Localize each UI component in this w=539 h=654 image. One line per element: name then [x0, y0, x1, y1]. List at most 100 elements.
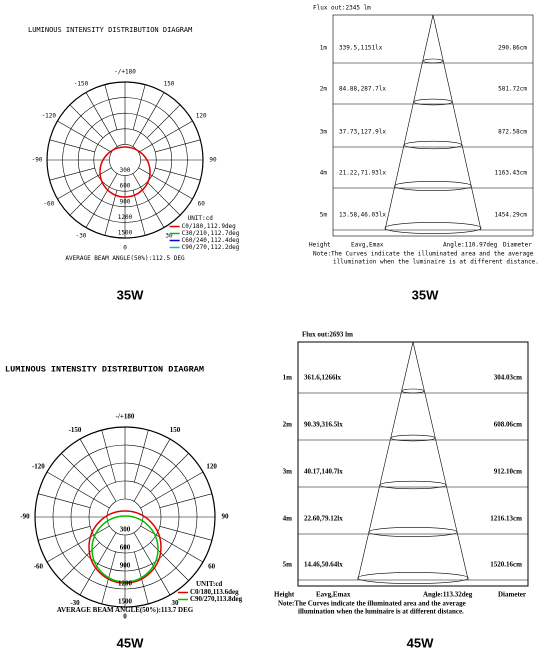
- polar-spoke: [57, 120, 112, 153]
- polar-spoke: [61, 453, 100, 492]
- angle-label: 90: [209, 157, 217, 164]
- angle-label: 30: [172, 599, 180, 607]
- radial-label: 900: [120, 198, 131, 205]
- polar-spoke: [155, 167, 201, 181]
- row-illuminance: 37.73,127.9lx: [339, 129, 386, 136]
- illuminated-area: [394, 181, 472, 192]
- angle-label: 0: [123, 613, 127, 621]
- polar-spoke: [46, 525, 110, 563]
- polar-spoke: [133, 532, 171, 596]
- note-text: Note:The Curves indicate the illuminated…: [313, 251, 534, 258]
- row-height: 4m: [283, 515, 293, 523]
- diagram-title: LUMINOUS INTENSITY DISTRIBUTION DIAGRAM: [5, 364, 204, 374]
- row-illuminance: 13.58,46.03lx: [339, 212, 386, 219]
- polar-spoke: [37, 526, 91, 541]
- angle-label: -60: [43, 201, 54, 208]
- legend-label: C0/180,113.6deg: [190, 588, 239, 596]
- distribution-curve: [99, 146, 151, 198]
- illuminated-area: [379, 480, 447, 490]
- illuminated-area: [368, 526, 458, 537]
- footer-label: Height: [309, 242, 331, 249]
- row-diameter: 304.03cm: [494, 374, 522, 382]
- beam-angle: AVERAGE BEAM ANGLE(50%):112.5 DEG: [65, 255, 185, 262]
- row-illuminance: 84.88,287.7lx: [339, 86, 386, 93]
- angle-label: 150: [164, 80, 175, 87]
- caption: 35W: [117, 287, 144, 302]
- cone-edge: [357, 341, 414, 581]
- footer-label: Angle:113.32deg: [423, 591, 473, 599]
- legend-label: C0/180,112.9deg: [182, 223, 237, 230]
- angle-label: 30: [165, 233, 173, 240]
- polar-spoke: [104, 190, 118, 236]
- row-height: 1m: [283, 374, 293, 382]
- angle-label: -90: [32, 157, 43, 164]
- row-diameter: 1216.13cm: [490, 515, 522, 523]
- row-illuminance: 21.22,71.93lx: [339, 170, 386, 177]
- legend-label: C90/270,112.2deg: [182, 244, 240, 251]
- polar-spoke: [132, 190, 146, 236]
- polar-spoke: [138, 120, 193, 153]
- angle-label: 0: [123, 245, 127, 252]
- illuminated-area: [401, 388, 425, 394]
- radial-label: 1200: [118, 580, 133, 588]
- polar-spoke: [61, 542, 100, 581]
- radial-label: 600: [120, 544, 131, 552]
- unit-label: UNIT:cd: [188, 215, 214, 222]
- row-diameter: 872.58cm: [498, 129, 527, 136]
- polar-spoke: [134, 429, 149, 483]
- footer-label: Angle:110.97deg: [443, 242, 498, 249]
- row-height: 5m: [283, 561, 293, 569]
- row-height: 1m: [320, 45, 328, 52]
- polar-spoke: [150, 542, 189, 581]
- angle-label: -60: [34, 563, 44, 571]
- radial-label: 900: [120, 562, 131, 570]
- polar-spoke: [150, 453, 189, 492]
- caption: 45W: [117, 635, 144, 650]
- illuminated-area: [357, 572, 469, 584]
- polar-spoke: [69, 181, 104, 216]
- illuminated-area: [403, 140, 463, 150]
- row-illuminance: 14.46,50.64lx: [304, 561, 343, 569]
- angle-label: 120: [206, 463, 217, 471]
- row-height: 5m: [320, 212, 328, 219]
- angle-label: -150: [69, 426, 82, 434]
- diagram-title: LUMINOUS INTENSITY DISTRIBUTION DIAGRAM: [28, 26, 192, 34]
- polar-spoke: [57, 167, 112, 200]
- legend-label: C60/240,112.4deg: [182, 237, 240, 244]
- polar-spoke: [138, 167, 193, 200]
- caption: 45W: [407, 635, 434, 650]
- illuminated-area: [390, 434, 436, 442]
- row-diameter: 1454.29cm: [494, 212, 527, 219]
- polar-spoke: [155, 139, 201, 153]
- cone-edge: [412, 341, 469, 581]
- row-illuminance: 339.5,1151lx: [339, 45, 383, 52]
- flux-out: Flux out:2693 lm: [302, 331, 353, 339]
- row-height: 4m: [320, 170, 328, 177]
- angle-label: -30: [70, 599, 80, 607]
- footer-label: Eavg,Emax: [316, 591, 351, 599]
- angle-label: 120: [196, 113, 207, 120]
- polar-spoke: [46, 471, 110, 509]
- row-diameter: 1520.16cm: [490, 561, 522, 569]
- radial-label: 300: [120, 167, 131, 174]
- footer-label: Diameter: [503, 242, 532, 249]
- row-illuminance: 90.39,316.5lx: [304, 421, 343, 429]
- row-diameter: 1163.43cm: [494, 170, 527, 177]
- illuminated-area: [413, 98, 453, 106]
- polar-spoke: [104, 84, 118, 130]
- polar-spoke: [49, 167, 95, 181]
- angle-label: -30: [76, 233, 87, 240]
- polar-spoke: [85, 92, 118, 147]
- polar-spoke: [49, 139, 95, 153]
- beam-angle: AVERAGE BEAM ANGLE(50%):113.7 DEG: [57, 606, 194, 614]
- cone-edge: [384, 14, 434, 231]
- row-diameter: 290.86cm: [498, 45, 527, 52]
- row-diameter: 581.72cm: [498, 86, 527, 93]
- row-diameter: 608.06cm: [494, 421, 522, 429]
- row-height: 3m: [320, 129, 328, 136]
- radial-label: 600: [120, 183, 131, 190]
- note-text: Note:The Curves indicate the illuminated…: [278, 600, 466, 608]
- angle-label: -90: [20, 513, 30, 521]
- angle-label: 90: [222, 513, 230, 521]
